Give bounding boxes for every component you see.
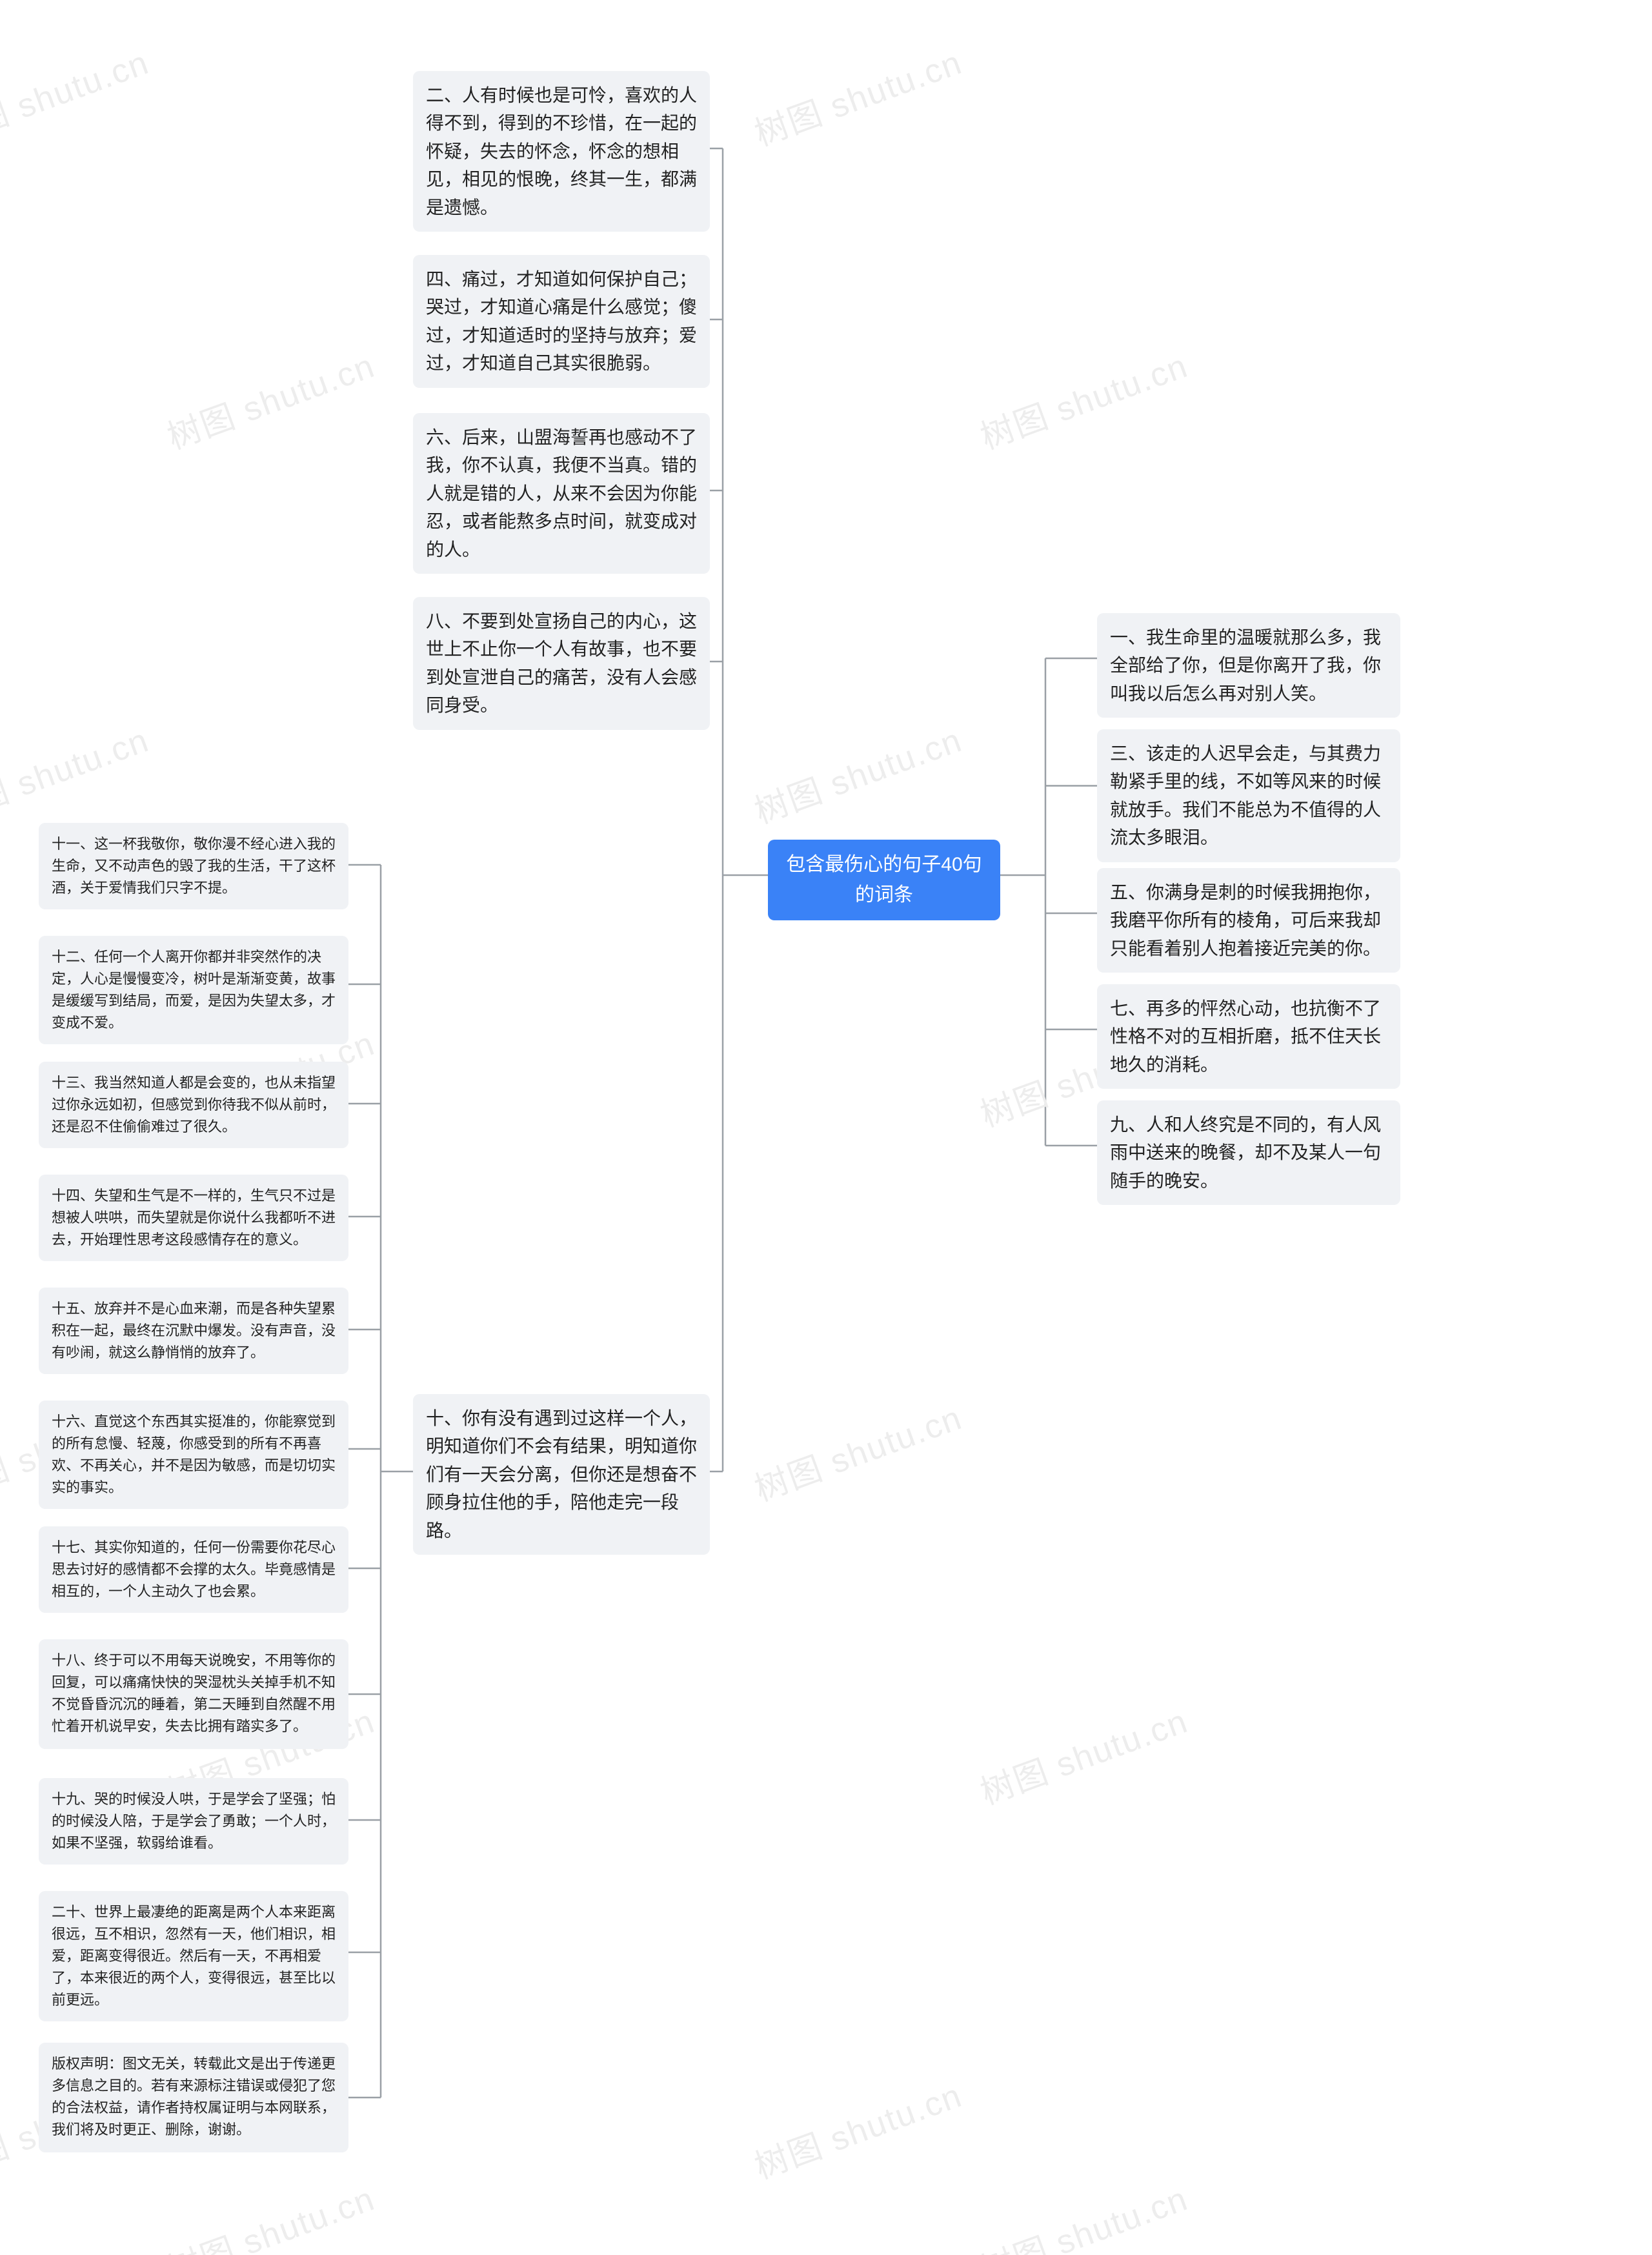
center-node: 包含最伤心的句子40句的词条 (768, 840, 1000, 920)
watermark-15: 树图 shutu.cn (972, 2172, 1193, 2255)
left-ten-node-8: 十九、哭的时候没人哄，于是学会了坚强；怕的时候没人陪，于是学会了勇敢；一个人时，… (39, 1778, 348, 1865)
left-ten-node-1: 十二、任何一个人离开你都并非突然作的决定，人心是慢慢变冷，树叶是渐渐变黄，故事是… (39, 936, 348, 1044)
left-ten-node-3: 十四、失望和生气是不一样的，生气只不过是想被人哄哄，而失望就是你说什么我都听不进… (39, 1175, 348, 1261)
left-ten-node-5: 十六、直觉这个东西其实挺准的，你能察觉到的所有怠慢、轻蔑，你感受到的所有不再喜欢… (39, 1401, 348, 1509)
watermark-5: 树图 shutu.cn (972, 1694, 1193, 1814)
left-top-node-1: 四、痛过，才知道如何保护自己；哭过，才知道心痛是什么感觉；傻过，才知道适时的坚持… (413, 255, 710, 388)
right-node-3: 七、再多的怦然心动，也抗衡不了性格不对的互相折磨，抵不住天长地久的消耗。 (1097, 984, 1400, 1089)
left-ten-node-7: 十八、终于可以不用每天说晚安，不用等你的回复，可以痛痛快快的哭湿枕头关掉手机不知… (39, 1639, 348, 1749)
left-ten-node-10: 版权声明：图文无关，转载此文是出于传递更多信息之目的。若有来源标注错误或侵犯了您… (39, 2043, 348, 2152)
left-ten-node-9: 二十、世界上最凄绝的距离是两个人本来距离很远，互不相识，忽然有一天，他们相识，相… (39, 1891, 348, 2021)
left-top-node-2: 六、后来，山盟海誓再也感动不了我，你不认真，我便不当真。错的人就是错的人，从来不… (413, 413, 710, 574)
right-node-2: 五、你满身是刺的时候我拥抱你，我磨平你所有的棱角，可后来我却只能看着别人抱着接近… (1097, 868, 1400, 973)
left-ten-node-4: 十五、放弃并不是心血来潮，而是各种失望累积在一起，最终在沉默中爆发。没有声音，没… (39, 1288, 348, 1374)
watermark-6: 树图 shutu.cn (0, 35, 155, 156)
left-ten-node-0: 十一、这一杯我敬你，敬你漫不经心进入我的生命，又不动声色的毁了我的生活，干了这杯… (39, 823, 348, 909)
watermark-13: 树图 shutu.cn (747, 2068, 967, 2189)
left-top-node-3: 八、不要到处宣扬自己的内心，这世上不止你一个人有故事，也不要到处宣泄自己的痛苦，… (413, 597, 710, 730)
left-ten-node-6: 十七、其实你知道的，任何一份需要你花尽心思去讨好的感情都不会撑的太久。毕竟感情是… (39, 1526, 348, 1613)
right-node-1: 三、该走的人迟早会走，与其费力勒紧手里的线，不如等风来的时候就放手。我们不能总为… (1097, 729, 1400, 862)
ten-node: 十、你有没有遇到过这样一个人，明知道你们不会有结果，明知道你们有一天会分离，但你… (413, 1394, 710, 1555)
watermark-7: 树图 shutu.cn (747, 35, 967, 156)
watermark-11: 树图 shutu.cn (747, 1391, 967, 1511)
watermark-1: 树图 shutu.cn (972, 339, 1193, 459)
mindmap-canvas: 树图 shutu.cn树图 shutu.cn树图 shutu.cn树图 shut… (0, 0, 1652, 2255)
right-node-4: 九、人和人终究是不同的，有人风雨中送来的晚餐，却不及某人一句随手的晚安。 (1097, 1100, 1400, 1205)
watermark-8: 树图 shutu.cn (0, 713, 155, 833)
watermark-0: 树图 shutu.cn (159, 339, 380, 459)
right-node-0: 一、我生命里的温暖就那么多，我全部给了你，但是你离开了我，你叫我以后怎么再对别人… (1097, 613, 1400, 718)
left-top-node-0: 二、人有时候也是可怜，喜欢的人得不到，得到的不珍惜，在一起的怀疑，失去的怀念，怀… (413, 71, 710, 232)
watermark-9: 树图 shutu.cn (747, 713, 967, 833)
left-ten-node-2: 十三、我当然知道人都是会变的，也从未指望过你永远如初，但感觉到你待我不似从前时，… (39, 1062, 348, 1148)
watermark-14: 树图 shutu.cn (159, 2172, 380, 2255)
